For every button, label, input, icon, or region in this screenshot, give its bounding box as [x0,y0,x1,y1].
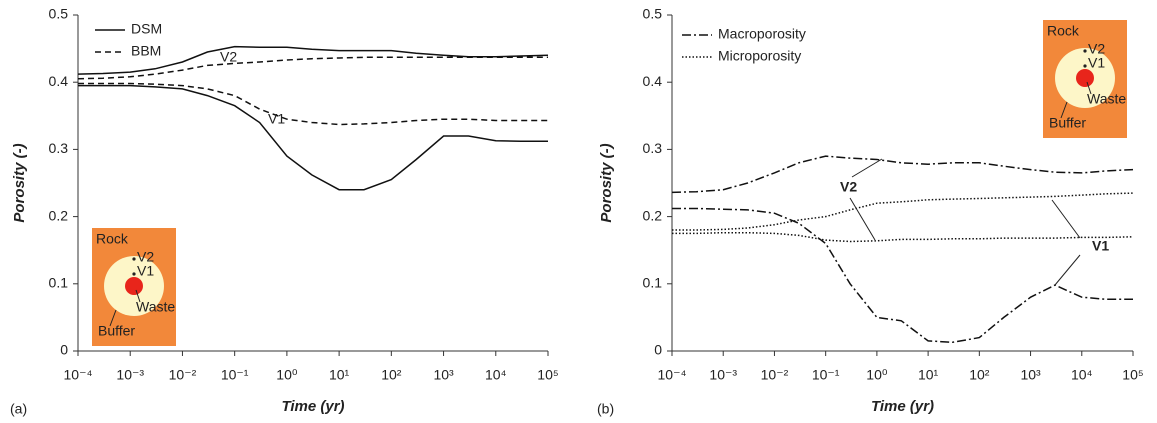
x-axis-title: Time (yr) [281,398,344,415]
legend-label: BBM [131,43,161,59]
legend-label: Microporosity [718,48,801,64]
x-tick-label: 10⁻⁴ [64,367,93,383]
panel: 0 0.1 0.2 0.3 0.4 0.5 10⁻⁴ 10⁻³ 10⁻² 10⁻¹ 10⁰ 10¹ 10… [597,6,1144,417]
panel-label: (a) [10,401,27,417]
inset-label: V1 [1088,55,1105,71]
series-line [78,82,548,126]
inset-v2-point [1083,49,1087,53]
series-line [77,56,548,80]
x-tick-label: 10⁻³ [709,367,737,383]
annotation: V1 [1092,238,1109,254]
x-tick-label: 10⁰ [276,367,298,383]
y-tick-label: 0.4 [49,73,69,89]
annotation: V1 [268,111,285,127]
annotation-arrow [1054,254,1081,286]
y-tick-label: 0.2 [643,207,663,223]
series-line [672,192,1134,231]
y-tick-label: 0.2 [49,207,69,223]
x-tick-label: 10⁻³ [116,367,144,383]
x-tick-label: 10⁴ [485,367,507,383]
x-tick-label: 10² [381,367,402,383]
y-tick-label: 0.4 [643,73,663,89]
inset-arrow [1086,81,1092,95]
y-tick-label: 0.5 [49,6,69,22]
y-tick-label: 0.3 [643,140,663,156]
annotation: V2 [840,179,857,195]
x-tick-label: 10¹ [329,367,350,383]
inset-label: V1 [137,263,154,279]
y-tick-label: 0.1 [643,275,663,291]
x-tick-label: 10⁻² [169,367,197,383]
inset-v2-point [132,257,136,261]
inset-label: Waste [1087,91,1126,107]
inset-label: Buffer [98,323,135,339]
annotation-arrow [1051,199,1081,239]
y-tick-label: 0.1 [49,275,69,291]
x-tick-label: 10⁵ [537,367,558,383]
series-line [78,84,548,191]
inset-waste [125,277,143,295]
inset-arrow [109,309,117,327]
x-tick-label: 10⁻² [761,367,789,383]
inset-arrow [135,289,141,303]
annotation-arrow [851,158,883,178]
series-line [672,231,1134,243]
inset-label: Buffer [1049,115,1086,131]
y-tick-label: 0 [60,342,68,358]
inset-arrow [1060,101,1068,119]
x-tick-label: 10⁻¹ [812,367,840,383]
x-tick-label: 10³ [1020,367,1041,383]
x-axis-title: Time (yr) [871,398,934,415]
inset-v1-point [1083,64,1087,68]
series-line [671,155,1134,194]
y-tick-label: 0.3 [49,140,69,156]
y-tick-label: 0 [654,342,662,358]
annotation: V2 [220,49,237,65]
x-tick-label: 10⁻¹ [221,367,249,383]
legend-label: Macroporosity [718,26,806,42]
y-axis-title: Porosity (-) [11,143,28,222]
x-tick-label: 10⁻⁴ [658,367,687,383]
inset-waste [1076,69,1094,87]
inset-label: V2 [1088,41,1105,57]
annotation-arrow [849,197,876,241]
x-tick-label: 10¹ [918,367,939,383]
x-tick-label: 10⁰ [866,367,888,383]
inset-label: Waste [136,299,175,315]
inset-label: Rock [1047,23,1080,39]
x-tick-label: 10³ [433,367,454,383]
inset-label: V2 [137,249,154,265]
panel: 0 0.1 0.2 0.3 0.4 0.5 10⁻⁴ 10⁻³ 10⁻² 10⁻¹ 10⁰ 10¹ 10… [10,6,559,417]
x-tick-label: 10² [969,367,990,383]
y-tick-label: 0.5 [643,6,663,22]
x-tick-label: 10⁴ [1071,367,1093,383]
y-axis-title: Porosity (-) [598,143,615,222]
inset-v1-point [132,272,136,276]
legend-label: DSM [131,21,162,37]
x-tick-label: 10⁵ [1122,367,1143,383]
inset-label: Rock [96,231,129,247]
panel-label: (b) [597,401,614,417]
series-line [672,207,1133,344]
